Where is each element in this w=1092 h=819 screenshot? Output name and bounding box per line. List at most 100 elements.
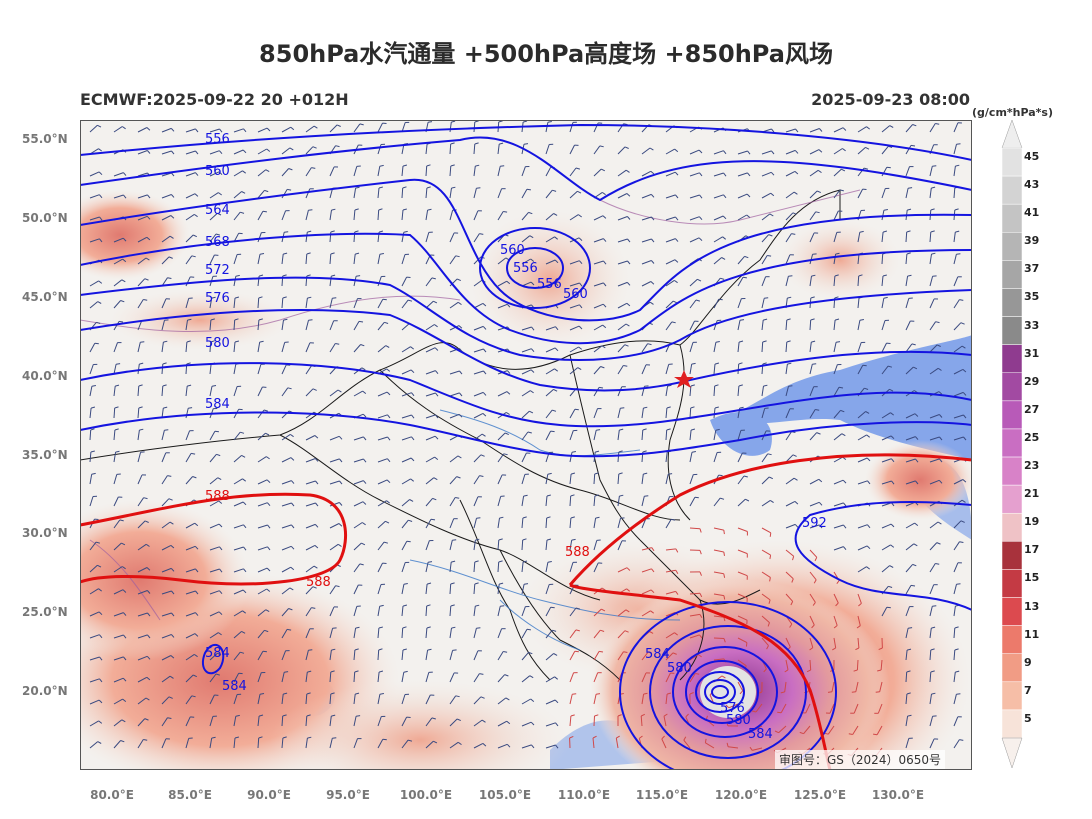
wind-barb [689,497,696,507]
wind-barb [905,366,914,375]
wind-barb [713,172,724,177]
wind-barb [137,739,144,749]
wind-barb-flag [954,208,959,211]
wind-barb [953,649,956,661]
wind-barb [161,430,165,441]
wind-barb [617,365,624,375]
wind-barb [905,606,910,617]
wind-barb [953,627,956,639]
wind-barb [113,407,116,419]
wind-barb-flag [138,384,143,387]
wind-barb [881,458,892,463]
wind-barb [661,738,667,749]
wind-barb [185,612,196,617]
wind-barb [89,541,97,551]
wind-barb [785,170,796,177]
wind-barb-flag [578,325,583,330]
wind-barb [809,276,812,287]
wind-barb-flag [554,368,559,372]
wind-barb [833,127,844,133]
wind-barb-flag [479,233,484,235]
wind-barb-flag [858,603,862,607]
wind-barb [137,127,148,133]
wind-barb [425,740,434,749]
wind-barb [449,122,452,133]
wind-barb [185,674,194,683]
wind-barb [233,341,236,353]
wind-barb [209,673,217,683]
wind-barb [425,347,436,353]
wind-barb-flag [290,457,295,461]
wind-barb-flag [866,545,871,550]
wind-barb-flag [192,234,198,238]
wind-barb [449,255,457,265]
wind-barb [161,150,172,155]
height-contours [80,123,972,675]
wind-barb [329,458,340,463]
wind-barb-flag [194,633,199,637]
wind-barb-flag [382,738,387,741]
wind-barb-flag [642,450,647,453]
wind-barb [185,633,196,639]
wind-barb-flag [378,626,383,629]
wind-barb-flag [600,168,606,172]
wind-barb-flag [99,656,103,661]
wind-barb-flag [98,588,103,592]
label-580: 580 [205,336,230,351]
wind-barb [857,253,860,265]
wind-barb [113,740,121,749]
wind-barb [497,432,506,441]
wind-barb-flag [218,523,223,528]
wind-barb [161,385,164,397]
wind-barb-flag [865,146,870,150]
wind-barb [233,568,244,573]
wind-barb [425,456,435,463]
wind-barb-flag [955,670,960,673]
wind-barb-flag [552,189,557,192]
colorbar-tick-label: 17 [1024,543,1040,557]
wind-barb-flag [811,274,816,277]
wind-barb [833,387,840,397]
wind-barb [665,452,668,463]
wind-barb-flag [794,171,799,175]
wind-barb [665,652,674,661]
wind-barb [785,431,792,441]
wind-barb-flag [258,274,264,277]
wind-barb [593,651,600,661]
wind-barb-flag [234,296,240,299]
wind-barb-flag [795,128,799,133]
wind-barb-flag [145,697,150,701]
wind-barb-flag [699,614,703,619]
wind-barb-flag [114,406,119,409]
wind-barb-flag [169,521,174,525]
wind-barb [953,122,959,133]
colorbar-cell [1001,681,1023,711]
wind-barb [737,342,740,353]
wind-barb-flag [626,302,631,307]
wind-barb [233,298,236,309]
wind-barb [617,496,620,507]
wind-barb [425,477,435,485]
wind-barb-flag [624,344,629,347]
wind-barb-flag [483,348,487,353]
wind-barb-flag [481,433,486,437]
wind-barb-flag [833,625,838,629]
wind-barb-flag [94,342,99,345]
wind-barb-flag [522,560,528,563]
wind-barb-flag [503,453,508,456]
wind-barb [761,593,771,601]
wind-barb [257,319,260,331]
wind-barb-flag [120,300,125,303]
wind-barb [281,545,292,551]
wind-barb [761,213,771,221]
wind-barb-flag [435,392,439,397]
wind-barb [641,429,644,441]
wind-barb [329,606,335,617]
wind-barb [449,672,455,683]
wind-barb-flag [889,388,894,392]
wind-barb [953,479,964,485]
wind-barb-flag [859,319,864,321]
wind-barb-flag [287,387,292,390]
wind-barb-flag [96,321,101,324]
wind-barb-flag [430,518,436,521]
